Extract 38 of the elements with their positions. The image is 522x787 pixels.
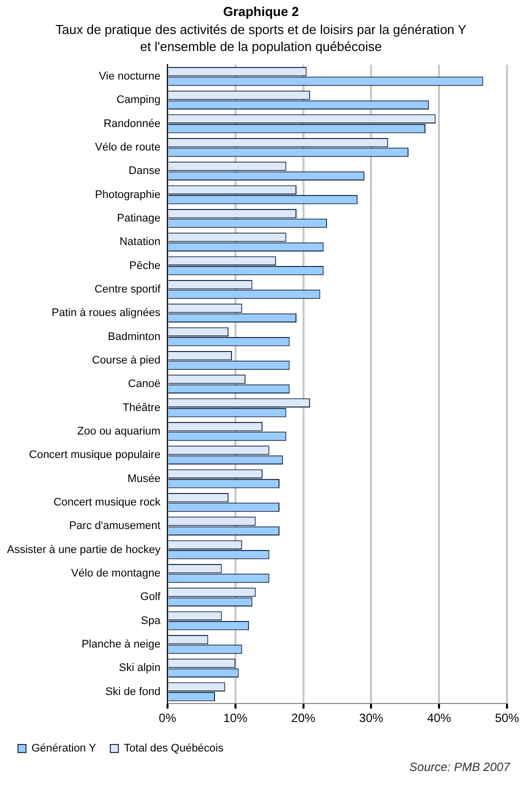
y-tick-label: Golf	[140, 591, 162, 604]
y-tick-label: Musée	[127, 472, 160, 485]
y-tick-label: Zoo ou aquarium	[77, 425, 160, 438]
chart-title: Graphique 2	[222, 4, 300, 19]
chart-subtitle: Taux de pratique des activités de sports et de loisirs par la génération Y et l'ensemble de la population québécoise	[54, 21, 468, 55]
y-tick-label: Randonnée	[104, 118, 160, 130]
y-tick-label: Course à pied	[92, 354, 160, 366]
y-tick-label: Concert musique rock	[53, 496, 161, 508]
y-tick-label: Canoë	[128, 378, 160, 390]
y-tick-label: Patinage	[117, 212, 160, 224]
x-tick-label: 50%	[494, 711, 520, 726]
y-tick-label: Natation	[119, 236, 160, 248]
y-tick-label: Vie nocturne	[98, 70, 160, 82]
x-tick-label: 40%	[427, 711, 452, 726]
x-tick-label: 10%	[223, 711, 248, 726]
y-tick-label: Planche à neige	[82, 638, 160, 650]
legend-label: Génération Y	[32, 742, 97, 755]
y-tick-label: Concert musique populaire	[29, 449, 160, 462]
x-tick-label: 20%	[291, 711, 316, 726]
y-tick-label: Assister à une partie de hockey	[6, 544, 161, 556]
y-tick-label: Patin à roues alignées	[52, 307, 161, 320]
y-tick-label: Centre sportif	[94, 283, 162, 296]
x-tick-label: 30%	[359, 711, 384, 726]
y-tick-label: Spa	[140, 614, 162, 627]
y-tick-label: Théâtre	[122, 402, 160, 414]
y-tick-label: Camping	[116, 94, 160, 106]
y-tick-label: Badminton	[108, 330, 160, 343]
x-tick-label: 0%	[158, 711, 176, 726]
y-tick-label: Photographie	[95, 188, 160, 201]
y-tick-label: Vélo de montagne	[71, 567, 160, 580]
y-tick-label: Pêche	[129, 260, 160, 272]
legend-label: Total des Québécois	[124, 742, 224, 755]
y-tick-label: Danse	[128, 165, 160, 178]
y-tick-label: Ski alpin	[118, 662, 160, 674]
y-tick-label: Vélo de route	[95, 141, 160, 154]
source-note: Source: PMB 2007	[409, 760, 510, 774]
y-tick-label: Parc d'amusement	[69, 520, 160, 532]
y-tick-label: Ski de fond	[105, 686, 160, 698]
